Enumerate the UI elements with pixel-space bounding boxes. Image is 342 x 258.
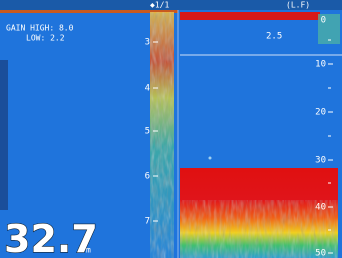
scale-label: 20: [315, 108, 326, 118]
sonar-screen: GAIN HIGH: 8.0 LOW: 2.2 ◆1/1 (L.F) 2.5 3…: [0, 0, 342, 258]
scale-label: 0: [321, 16, 326, 26]
scale-label: 3: [145, 38, 150, 48]
page-indicator: ◆1/1: [150, 1, 169, 10]
frequency: (L.F): [286, 1, 310, 10]
fish-echo: [209, 157, 212, 160]
depth-unit: m: [86, 246, 91, 255]
scale-label: 5: [145, 127, 150, 137]
scale-label: 40: [315, 203, 326, 213]
scale-label: 7: [145, 217, 150, 227]
gain-low: LOW: 2.2: [26, 34, 65, 43]
edge-strip: [0, 60, 8, 210]
zoom-range: 2.5: [266, 32, 282, 42]
surface-echo: [180, 12, 320, 20]
scale-label: 30: [315, 156, 326, 166]
depth-value: 32.7: [4, 217, 98, 258]
scale-label: 50: [315, 249, 326, 258]
scale-label: 10: [315, 60, 326, 70]
scale-label: 6: [145, 172, 150, 182]
scale-label: 4: [145, 84, 150, 94]
gain-high: GAIN HIGH: 8.0: [6, 24, 74, 33]
